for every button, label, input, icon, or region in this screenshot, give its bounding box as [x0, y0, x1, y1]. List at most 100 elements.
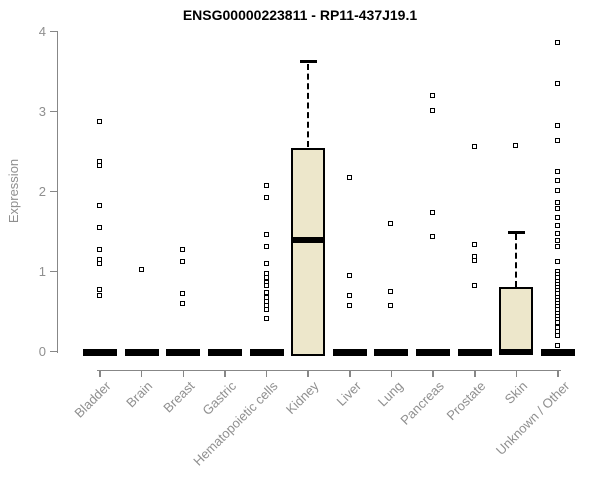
outlier-point: [263, 307, 269, 313]
x-axis-label: Hematopoietic cells: [190, 378, 281, 469]
outlier-point: [555, 137, 561, 143]
x-axis-label: Bladder: [71, 378, 114, 421]
outlier-point: [97, 163, 102, 169]
outlier-point: [346, 293, 352, 298]
outlier-point: [180, 301, 186, 306]
x-tick: [99, 369, 101, 377]
outlier-point: [97, 247, 102, 253]
x-tick: [474, 369, 476, 377]
outlier-point: [263, 270, 269, 276]
outlier-point: [555, 122, 561, 128]
y-tick: [50, 350, 57, 353]
outlier-point: [555, 188, 561, 194]
outlier-point: [263, 289, 269, 295]
outlier-point: [263, 282, 269, 288]
outlier-point: [346, 302, 352, 308]
outlier-point: [97, 158, 102, 164]
outlier-point: [471, 241, 477, 247]
y-tick: [50, 110, 57, 113]
outlier-point: [555, 333, 561, 338]
x-axis-label: Kidney: [283, 378, 323, 418]
x-axis-label: Breast: [160, 378, 198, 416]
outlier-point: [263, 244, 269, 250]
outlier-point: [555, 244, 561, 250]
outlier-point: [180, 290, 186, 296]
outlier-point: [555, 259, 561, 265]
outlier-point: [555, 205, 561, 211]
y-tick: [50, 30, 57, 33]
outlier-point: [555, 81, 561, 86]
outlier-point: [138, 267, 144, 273]
outlier-point: [263, 232, 269, 238]
x-tick: [307, 369, 309, 377]
boxplot-box: [291, 147, 326, 356]
y-tick-label: 4: [38, 24, 46, 39]
outlier-point: [97, 287, 102, 293]
outlier-point: [97, 225, 102, 230]
x-tick: [265, 369, 268, 377]
outlier-point: [180, 258, 186, 264]
x-axis-label: Unknown / Other: [492, 378, 572, 458]
outlier-point: [97, 118, 102, 124]
outlier-point: [97, 293, 102, 298]
collapsed-boxplot: [124, 348, 159, 356]
x-tick: [349, 369, 351, 377]
outlier-point: [471, 257, 477, 263]
outlier-point: [346, 174, 352, 180]
y-tick-label: 1: [38, 264, 46, 279]
y-tick: [50, 270, 57, 273]
x-axis-line: [97, 369, 561, 371]
outlier-point: [555, 177, 561, 183]
outlier-point: [430, 108, 436, 114]
collapsed-boxplot: [332, 348, 367, 356]
boxplot-median: [499, 348, 534, 355]
outlier-point: [430, 233, 436, 239]
boxplot-whisker: [515, 234, 518, 287]
outlier-point: [555, 40, 561, 46]
collapsed-boxplot: [207, 348, 242, 356]
outlier-point: [555, 230, 561, 236]
y-tick: [50, 190, 57, 193]
outlier-point: [471, 144, 477, 150]
x-tick: [557, 369, 559, 377]
outlier-point: [388, 302, 394, 308]
collapsed-boxplot: [166, 348, 201, 356]
x-tick: [140, 369, 143, 377]
x-axis-label: Skin: [501, 378, 531, 407]
outlier-point: [555, 237, 561, 243]
boxplot-box: [499, 286, 534, 356]
outlier-point: [471, 283, 477, 289]
y-axis-line: [56, 31, 58, 353]
x-tick: [390, 369, 393, 377]
x-axis-label: Prostate: [443, 378, 489, 424]
outlier-point: [263, 195, 269, 201]
collapsed-boxplot: [374, 348, 409, 356]
y-tick-label: 0: [38, 344, 46, 359]
chart-title: ENSG00000223811 - RP11-437J19.1: [182, 7, 418, 23]
outlier-point: [513, 143, 519, 149]
outlier-point: [388, 289, 394, 294]
outlier-point: [555, 200, 561, 206]
outlier-point: [263, 261, 269, 266]
outlier-point: [263, 302, 269, 308]
outlier-point: [388, 221, 394, 226]
collapsed-boxplot: [416, 348, 451, 356]
x-axis-label: Brain: [123, 378, 156, 411]
x-tick: [182, 369, 185, 377]
outlier-point: [263, 316, 269, 322]
outlier-point: [555, 342, 561, 348]
x-axis-label: Lung: [374, 378, 406, 410]
collapsed-boxplot: [541, 348, 576, 356]
outlier-point: [97, 202, 102, 208]
boxplot-median: [291, 236, 326, 243]
y-tick-label: 2: [38, 184, 46, 199]
outlier-point: [555, 320, 561, 326]
outlier-point: [346, 273, 352, 278]
outlier-point: [97, 261, 102, 266]
x-tick: [515, 369, 518, 377]
boxplot-whisker: [307, 63, 310, 148]
y-tick-label: 3: [38, 104, 46, 119]
x-tick: [432, 369, 434, 377]
collapsed-boxplot: [249, 348, 284, 356]
